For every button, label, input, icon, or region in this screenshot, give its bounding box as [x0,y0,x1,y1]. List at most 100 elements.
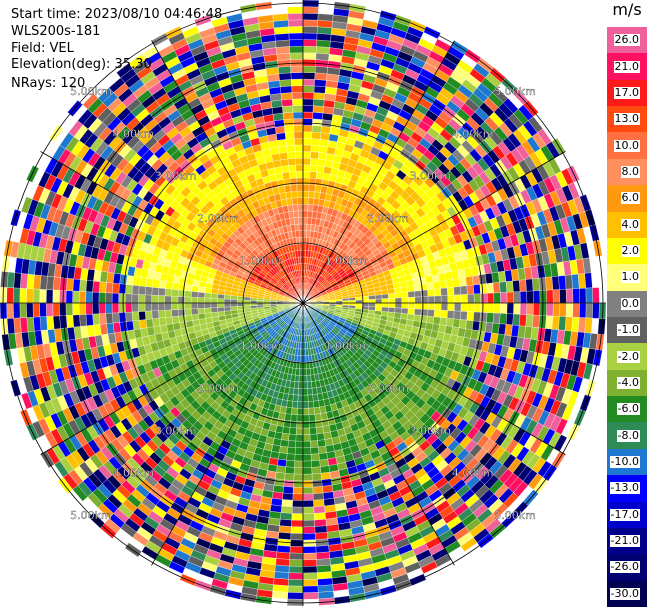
radar-gate [585,302,594,319]
radar-gate [92,313,101,326]
radar-gate [293,217,300,225]
radar-gate [165,281,174,290]
radar-gate [39,302,47,318]
radar-gate [302,552,317,561]
radar-gate [98,292,106,304]
radar-gate [287,12,304,21]
radar-gate [427,302,435,311]
radar-gate [513,302,521,315]
radar-gate [287,19,304,27]
radar-gate [302,407,310,416]
radar-gate [287,6,304,14]
radar-gate [288,559,304,567]
radar-gate [118,293,126,304]
radar-gate [302,184,310,192]
radar-gate [512,313,521,326]
radar-gate [171,309,179,318]
radar-gate [272,13,289,22]
radar-gate [46,315,55,331]
radar-gate [296,190,304,199]
radar-gate [295,434,304,442]
radar-gate [288,211,295,219]
radar-gate [289,52,304,60]
radar-gate [298,230,304,238]
radar-gate [85,302,93,315]
radar-gate [26,288,34,304]
radar-gate [294,144,304,152]
radar-gate [293,210,299,219]
radar-gate [288,164,297,173]
radar-gate [315,426,324,435]
radar-gate [302,6,319,14]
radar-gate [302,131,313,139]
radar-gate [592,349,603,367]
radar-gate [210,297,218,304]
radar-gate [307,401,315,409]
radar-gate [302,118,313,126]
radar-gate [313,499,325,508]
radar-gates [0,0,607,607]
radar-gate [293,131,304,139]
radar-gate [293,467,304,475]
radar-gate [302,223,308,231]
radar-gate [190,302,199,310]
radar-gate [72,302,80,316]
radar-gate [313,98,325,107]
radar-gate [308,414,316,422]
radar-gate [313,505,326,514]
radar-gate [311,387,318,395]
radar-gate [313,406,321,415]
radar-gate [532,314,541,329]
radar-gate [280,439,289,448]
radar-gate [492,312,501,324]
radar-gate [291,85,304,93]
radar-gate [308,190,315,199]
radar-gate [78,291,87,304]
radar-gate [177,296,185,304]
radar-gate [314,532,329,541]
radar-gate [286,197,293,206]
radar-gate [309,427,318,435]
radar-gate [302,45,317,54]
radar-gate [302,585,319,594]
radar-gate [26,302,34,318]
radar-gate [302,171,311,179]
radar-gate [314,518,327,527]
radar-gate [203,297,212,304]
radar-gate [85,313,94,326]
radar-gate [525,314,534,328]
radar-gate [434,302,442,311]
radar-gate [171,288,179,297]
radar-gate [314,413,322,422]
radar-gate [297,210,304,218]
radar-gate [453,310,462,320]
radar-gate [151,310,160,320]
radar-gate [309,440,319,448]
radar-gate [65,277,74,292]
radar-gate [131,284,140,295]
radar-gate [279,518,292,527]
radar-gate [131,311,140,322]
radar-gate [286,144,296,153]
radar-gate [293,118,304,126]
radar-gate [190,296,199,304]
radar-gate [12,302,21,319]
radar-gate [291,197,299,205]
radar-gate [302,440,311,449]
radar-gate [98,313,107,325]
radar-gate [313,512,326,521]
radar-gate [292,500,304,508]
radar-gate [526,302,534,316]
radar-gate [479,312,488,323]
radar-gate [118,302,126,313]
radar-gate [157,302,166,311]
radar-gate [302,157,311,166]
radar-gate [280,85,293,94]
radar-gate [315,46,331,55]
radar-gate [138,294,146,304]
radar-gate [6,287,14,304]
radar-gate [426,315,435,324]
radar-gate [290,526,304,534]
radar-gate [290,184,298,192]
radar-gate [375,302,383,308]
